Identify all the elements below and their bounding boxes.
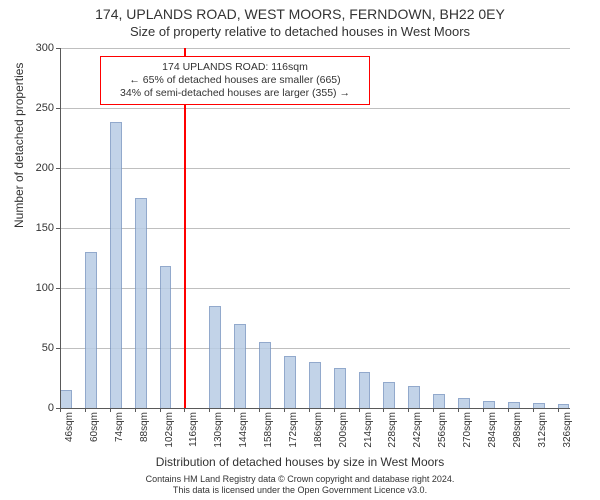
histogram-bar [234, 324, 246, 408]
x-tick-label: 256sqm [437, 412, 448, 448]
x-tick-label: 214sqm [363, 412, 374, 448]
histogram-bar [309, 362, 321, 408]
histogram-bar [408, 386, 420, 408]
x-tick-label: 116sqm [188, 412, 199, 447]
histogram-bar [209, 306, 221, 408]
y-tick-label: 300 [14, 42, 54, 54]
footer-line-2: This data is licensed under the Open Gov… [0, 485, 600, 496]
x-tick-label: 158sqm [263, 412, 274, 448]
annotation-line-2: ← 65% of detached houses are smaller (66… [109, 74, 361, 87]
histogram-bar [135, 198, 147, 408]
x-axis-label: Distribution of detached houses by size … [0, 455, 600, 469]
histogram-bar [334, 368, 346, 408]
page-title: 174, UPLANDS ROAD, WEST MOORS, FERNDOWN,… [0, 6, 600, 22]
footer-line-1: Contains HM Land Registry data © Crown c… [0, 474, 600, 485]
y-tick-label: 200 [14, 162, 54, 174]
gridline-h [60, 168, 570, 169]
x-tick-label: 228sqm [387, 412, 398, 448]
y-tick-label: 150 [14, 222, 54, 234]
y-tick-label: 0 [14, 402, 54, 414]
y-axis-label: Number of detached properties [12, 63, 26, 228]
gridline-h [60, 108, 570, 109]
histogram-bar [85, 252, 97, 408]
x-tick-label: 172sqm [288, 412, 299, 448]
histogram-bar [433, 394, 445, 408]
histogram-bar [60, 390, 72, 408]
x-tick-label: 130sqm [213, 412, 224, 448]
x-tick-label: 102sqm [164, 412, 175, 448]
x-tick-label: 326sqm [562, 412, 573, 448]
y-tick-label: 50 [14, 342, 54, 354]
x-tick-label: 242sqm [412, 412, 423, 448]
histogram-bar [458, 398, 470, 408]
x-tick-label: 200sqm [338, 412, 349, 448]
x-tick-label: 60sqm [89, 412, 100, 442]
histogram-bar [383, 382, 395, 408]
x-tick-label: 298sqm [512, 412, 523, 448]
x-tick-label: 284sqm [487, 412, 498, 448]
x-tick-label: 74sqm [114, 412, 125, 442]
histogram-bar [483, 401, 495, 408]
footer-attribution: Contains HM Land Registry data © Crown c… [0, 474, 600, 496]
annotation-box: 174 UPLANDS ROAD: 116sqm← 65% of detache… [100, 56, 370, 105]
x-tick-label: 88sqm [139, 412, 150, 442]
y-tick-label: 250 [14, 102, 54, 114]
x-tick-label: 144sqm [238, 412, 249, 448]
y-tick-label: 100 [14, 282, 54, 294]
histogram-bar [160, 266, 172, 408]
x-axis-line [60, 408, 570, 409]
page-subtitle: Size of property relative to detached ho… [0, 24, 600, 39]
gridline-h [60, 48, 570, 49]
x-tick-label: 312sqm [537, 412, 548, 448]
histogram-bar [110, 122, 122, 408]
annotation-line-1: 174 UPLANDS ROAD: 116sqm [109, 61, 361, 74]
annotation-line-3: 34% of semi-detached houses are larger (… [109, 87, 361, 100]
histogram-bar [284, 356, 296, 408]
x-tick-label: 186sqm [313, 412, 324, 448]
y-axis-line [60, 48, 61, 408]
x-tick-label: 46sqm [64, 412, 75, 442]
histogram-bar [359, 372, 371, 408]
histogram-bar [259, 342, 271, 408]
x-tick-label: 270sqm [462, 412, 473, 448]
